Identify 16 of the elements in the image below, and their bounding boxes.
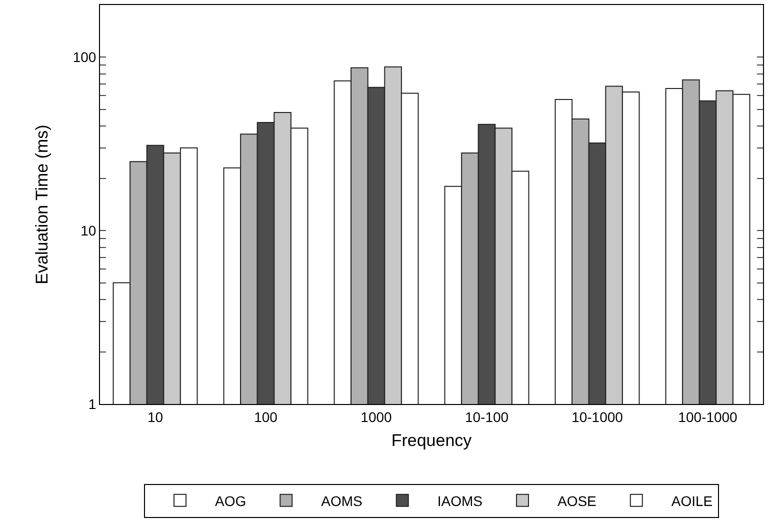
x-tick-label: 100 bbox=[254, 408, 278, 425]
x-tick-label: 10 bbox=[147, 408, 164, 425]
y-tick-label: 10 bbox=[80, 222, 96, 238]
y-tick-label: 100 bbox=[72, 49, 96, 66]
y-axis-title: Evaluation Time (ms) bbox=[32, 124, 52, 284]
x-tick-label: 1000 bbox=[360, 408, 392, 425]
x-axis-title: Frequency bbox=[391, 431, 472, 450]
y-tick-label: 1 bbox=[88, 396, 96, 412]
legend-label: AOMS bbox=[321, 492, 362, 509]
legend-label: AOG bbox=[215, 492, 246, 509]
legend-label: IAOMS bbox=[437, 492, 482, 509]
x-tick-label: 10-100 bbox=[464, 408, 509, 425]
x-tick-label: 100-1000 bbox=[678, 408, 738, 425]
x-tick-label: 10-1000 bbox=[572, 408, 624, 425]
legend-label: AOILE bbox=[671, 492, 713, 509]
legend-label: AOSE bbox=[557, 492, 596, 509]
